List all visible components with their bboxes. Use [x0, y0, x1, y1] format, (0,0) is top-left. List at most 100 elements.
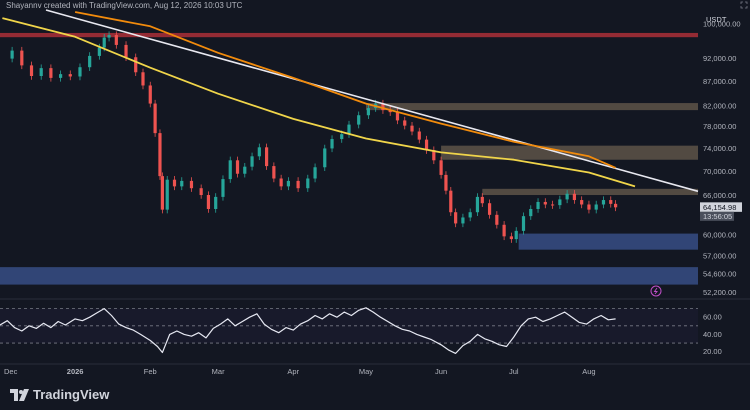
candle [199, 188, 203, 196]
candle [102, 37, 106, 48]
candle [487, 203, 492, 215]
tradingview-logo-icon[interactable] [10, 389, 30, 401]
candle [347, 124, 351, 135]
candle [609, 200, 613, 204]
rsi-axis-tick-label: 60.00 [703, 313, 722, 322]
candle [403, 120, 407, 126]
candle [172, 179, 177, 187]
candle [272, 166, 276, 179]
candle [49, 68, 53, 78]
candle [449, 190, 453, 213]
candle [550, 204, 555, 206]
candle [543, 201, 547, 205]
time-axis-tick-label: May [359, 367, 373, 376]
moving-average-orange [74, 11, 616, 169]
currency-label: USDT [706, 15, 727, 24]
candle [613, 203, 618, 208]
candle [296, 180, 300, 189]
candle [381, 103, 385, 111]
candle [475, 196, 480, 213]
candle [148, 85, 152, 104]
candle [521, 216, 526, 231]
price-axis-tick-label: 66,000.00 [703, 191, 736, 200]
candle [158, 133, 162, 177]
candle [235, 160, 240, 174]
candle [461, 217, 465, 224]
candle [558, 199, 562, 206]
candle [10, 50, 14, 59]
price-axis-tick-label: 74,000.00 [703, 144, 736, 153]
price-axis-tick-label: 78,000.00 [703, 122, 736, 131]
candle [257, 147, 261, 157]
candle [388, 110, 392, 113]
price-axis-tick-label: 52,200.00 [703, 288, 736, 297]
candle [587, 204, 591, 210]
candle [340, 134, 344, 140]
time-axis-tick-label: Jul [509, 367, 519, 376]
countdown-label: 13:56:05 [703, 212, 732, 221]
rsi-axis-tick-label: 40.00 [703, 330, 722, 339]
time-axis-tick-label: Dec [4, 367, 18, 376]
time-axis-tick-label: Mar [212, 367, 225, 376]
demand-zone [0, 267, 698, 285]
candle [189, 180, 194, 189]
price-axis-tick-label: 70,000.00 [703, 167, 736, 176]
tradingview-brand-name[interactable]: TradingView [33, 387, 110, 402]
candle [134, 57, 138, 73]
candle [58, 74, 63, 78]
candle [366, 108, 370, 116]
candle [243, 166, 247, 174]
time-axis-tick-label: Aug [582, 367, 595, 376]
candle [424, 139, 429, 151]
supply-zone [0, 32, 698, 38]
candle [68, 74, 72, 77]
candle [565, 193, 569, 200]
candle [468, 212, 472, 218]
current-price-label: 64,154.98 [703, 203, 736, 212]
candle [323, 148, 327, 168]
candle [444, 174, 448, 191]
candle [124, 44, 128, 58]
candle [180, 180, 184, 187]
candle [439, 160, 443, 175]
alert-icon[interactable] [650, 285, 662, 297]
candle [572, 193, 576, 201]
footer-bar [0, 380, 750, 410]
candle [395, 112, 400, 121]
candle [97, 47, 101, 56]
candle [153, 103, 157, 134]
candle [286, 180, 291, 187]
price-axis-tick-label: 60,000.00 [703, 230, 736, 239]
time-axis-tick-label: Jun [435, 367, 447, 376]
candle [502, 224, 506, 237]
candle [454, 212, 458, 224]
rsi-axis-tick-label: 20.00 [703, 347, 722, 356]
expand-icon[interactable] [740, 1, 748, 9]
candle [410, 125, 414, 132]
countdown-tag [700, 211, 734, 221]
candle [580, 200, 584, 205]
candle [141, 72, 145, 86]
price-axis-tick-label: 92,000.00 [703, 54, 736, 63]
candle [306, 178, 310, 189]
supply-zone [365, 103, 698, 111]
lightning-icon [653, 287, 658, 295]
candle [495, 214, 499, 225]
candle [88, 55, 92, 68]
candle [279, 178, 283, 187]
candle [330, 139, 334, 149]
candle [601, 200, 606, 205]
candle [594, 204, 598, 210]
candle [432, 150, 436, 161]
current-price-tag [700, 202, 742, 212]
candle [480, 196, 484, 204]
demand-zone [518, 233, 698, 250]
candle [165, 179, 169, 210]
candle [78, 67, 82, 77]
candle [160, 176, 164, 210]
price-axis-tick-label: 54,600.00 [703, 269, 736, 278]
candle [313, 167, 317, 179]
price-axis-tick-label: 100,000.00 [703, 20, 741, 29]
